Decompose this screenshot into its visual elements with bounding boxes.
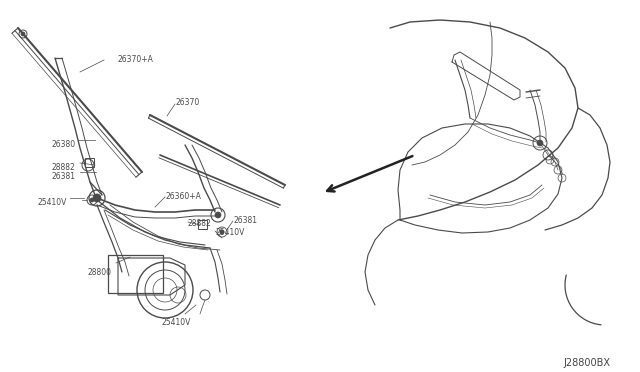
Text: J28800BX: J28800BX xyxy=(563,358,610,368)
Text: 26370+A: 26370+A xyxy=(117,55,153,64)
Bar xyxy=(198,220,207,229)
Text: 28882: 28882 xyxy=(52,163,76,172)
Text: 25410V: 25410V xyxy=(162,318,191,327)
Text: 26380: 26380 xyxy=(52,140,76,149)
Text: 25410V: 25410V xyxy=(215,228,244,237)
Text: 25410V: 25410V xyxy=(38,198,67,207)
Circle shape xyxy=(215,212,221,218)
Text: 26381: 26381 xyxy=(233,216,257,225)
Text: 28882: 28882 xyxy=(188,219,212,228)
Text: 26370: 26370 xyxy=(175,98,199,107)
Circle shape xyxy=(537,140,543,146)
Circle shape xyxy=(21,32,25,36)
Bar xyxy=(108,255,163,293)
Text: 28800: 28800 xyxy=(88,268,112,277)
Circle shape xyxy=(220,230,224,234)
Text: 26360+A: 26360+A xyxy=(165,192,201,201)
Circle shape xyxy=(90,198,94,202)
Circle shape xyxy=(93,194,101,202)
Text: 26381: 26381 xyxy=(52,172,76,181)
Bar xyxy=(85,158,94,167)
